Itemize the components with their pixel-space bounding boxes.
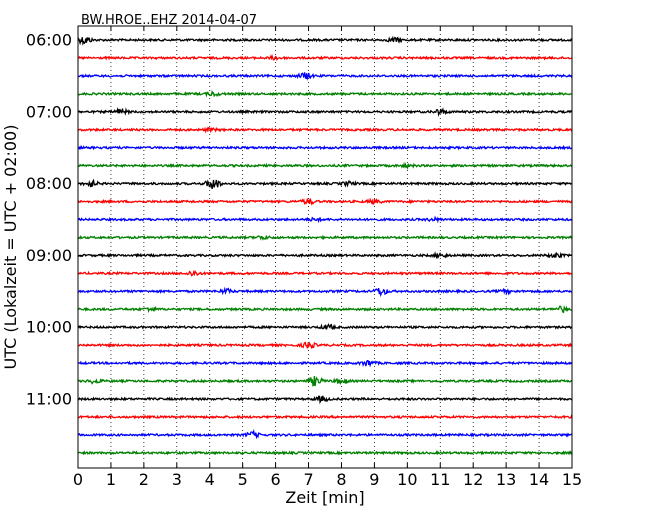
x-tick-label: 8 [336, 470, 346, 489]
x-tick-label: 14 [529, 470, 549, 489]
x-tick-label: 9 [369, 470, 379, 489]
trace-1045 [77, 375, 573, 387]
trace-0730 [77, 144, 573, 151]
trace-0830 [77, 215, 573, 224]
y-tick-label: 08:00 [26, 174, 72, 193]
trace-0815 [77, 197, 573, 206]
trace-0615 [77, 53, 573, 62]
trace-0945 [78, 304, 573, 314]
x-tick-label: 5 [238, 470, 248, 489]
x-tick-label: 6 [271, 470, 281, 489]
trace-0800 [77, 178, 573, 190]
y-tick-label: 10:00 [26, 318, 72, 337]
y-tick-label: 06:00 [26, 31, 72, 50]
plot-frame [77, 25, 573, 469]
trace-0915 [77, 269, 573, 277]
x-tick-label: 3 [172, 470, 182, 489]
axis-ticks: 0 1 2 3 4 5 6 7 8 9 10 11 12 13 14 1506:0007:0008:0009:… [26, 26, 582, 489]
seismic-traces [77, 35, 573, 456]
y-tick-label: 09:00 [26, 246, 72, 265]
trace-0900 [77, 251, 573, 260]
trace-1115 [77, 414, 573, 420]
x-tick-label: 0 [73, 470, 83, 489]
trace-1130 [77, 428, 573, 440]
trace-1000 [77, 323, 573, 331]
x-tick-label: 2 [139, 470, 149, 489]
x-tick-label: 12 [463, 470, 483, 489]
y-tick-label: 11:00 [26, 390, 72, 409]
trace-1100 [77, 395, 573, 405]
x-tick-label: 10 [397, 470, 417, 489]
trace-0645 [77, 89, 573, 98]
grid-lines [110, 26, 540, 468]
trace-1145 [77, 450, 573, 456]
x-tick-label: 11 [430, 470, 450, 489]
x-tick-label: 7 [303, 470, 313, 489]
trace-0930 [77, 286, 573, 298]
trace-1015 [77, 341, 573, 350]
x-tick-label: 1 [106, 470, 116, 489]
trace-0715 [77, 126, 573, 134]
chart-title: BW.HROE..EHZ 2014-04-07 [81, 13, 257, 28]
x-tick-label: 13 [496, 470, 516, 489]
x-tick-label: 4 [205, 470, 215, 489]
trace-0745 [77, 161, 573, 171]
x-tick-label: 15 [562, 470, 582, 489]
trace-0630 [77, 72, 573, 81]
trace-1030 [77, 359, 573, 368]
x-axis-label: Zeit [min] [285, 488, 364, 507]
trace-0700 [77, 106, 573, 117]
trace-0845 [77, 234, 573, 241]
y-tick-label: 07:00 [26, 102, 72, 121]
y-axis-label: UTC (Lokalzeit = UTC + 02:00) [1, 125, 20, 370]
trace-0600 [77, 35, 573, 46]
